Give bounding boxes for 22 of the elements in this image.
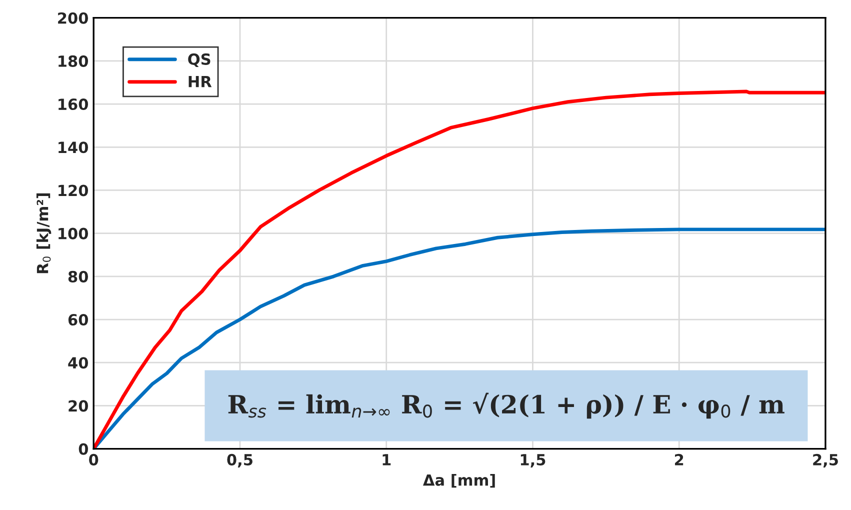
text: R$_{ss}$ = lim$_{n→∞}$ R$_{0}$ = √(2(1 + ρ)) / E · φ$_{0}$ / m: [228, 392, 784, 419]
y-tick-label: 80: [68, 270, 88, 282]
x-axis-title: Δa [mm]: [422, 474, 495, 488]
legend-label: QS: [188, 53, 210, 67]
y-tick-label: 0: [78, 443, 88, 455]
x-tick-label: 0,5: [227, 454, 252, 468]
y-tick-label: 180: [58, 55, 88, 67]
y-tick-label: 120: [58, 184, 88, 196]
y-tick-label: 40: [68, 357, 88, 369]
legend-label: HR: [188, 76, 212, 88]
y-tick-label: 60: [68, 314, 88, 326]
y-tick-label: 20: [68, 400, 88, 412]
x-tick-label: 2,5: [813, 454, 838, 468]
x-tick-label: 0: [89, 454, 98, 466]
y-tick-label: 200: [58, 12, 88, 24]
x-tick-label: 1,5: [520, 454, 546, 468]
x-tick-label: 2: [674, 454, 684, 466]
y-tick-label: 160: [58, 98, 88, 110]
y-tick-label: 100: [58, 228, 88, 240]
x-tick-label: 1: [382, 454, 391, 466]
y-tick-label: 140: [58, 142, 88, 154]
y-axis-title: R$_{0}$ [kJ/m²]: [36, 193, 52, 274]
